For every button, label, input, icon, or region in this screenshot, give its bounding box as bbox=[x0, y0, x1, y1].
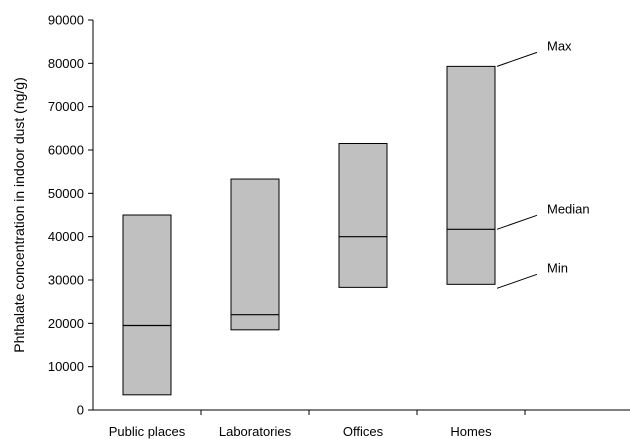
range-box bbox=[446, 65, 496, 285]
range-box bbox=[338, 143, 388, 288]
x-tick-label: Offices bbox=[343, 424, 384, 439]
x-tick-label: Laboratories bbox=[219, 424, 292, 439]
annotation-label: Median bbox=[547, 201, 590, 216]
y-tick-label: 50000 bbox=[48, 186, 84, 201]
y-tick-label: 20000 bbox=[48, 316, 84, 331]
y-tick-label: 60000 bbox=[48, 143, 84, 158]
y-tick-label: 90000 bbox=[48, 13, 84, 28]
annotation-leader bbox=[496, 214, 538, 230]
annotation-leader bbox=[496, 51, 538, 67]
x-tick-label: Homes bbox=[450, 424, 492, 439]
y-tick-label: 10000 bbox=[48, 359, 84, 374]
annotation-label: Min bbox=[547, 260, 568, 275]
annotation-leader bbox=[496, 273, 538, 289]
y-tick-label: 0 bbox=[77, 403, 84, 418]
y-axis-title: Phthalate concentration in indoor dust (… bbox=[11, 77, 27, 353]
annotation-label: Max bbox=[547, 38, 572, 53]
y-tick-label: 70000 bbox=[48, 99, 84, 114]
y-tick-label: 80000 bbox=[48, 56, 84, 71]
range-box bbox=[122, 214, 172, 396]
x-tick-label: Public places bbox=[109, 424, 186, 439]
y-tick-label: 30000 bbox=[48, 273, 84, 288]
plot-area: 0 10000 20000 30000 40000 50000 60000 70000 8000… bbox=[48, 13, 630, 439]
range-box bbox=[230, 178, 280, 331]
y-tick-label: 40000 bbox=[48, 229, 84, 244]
